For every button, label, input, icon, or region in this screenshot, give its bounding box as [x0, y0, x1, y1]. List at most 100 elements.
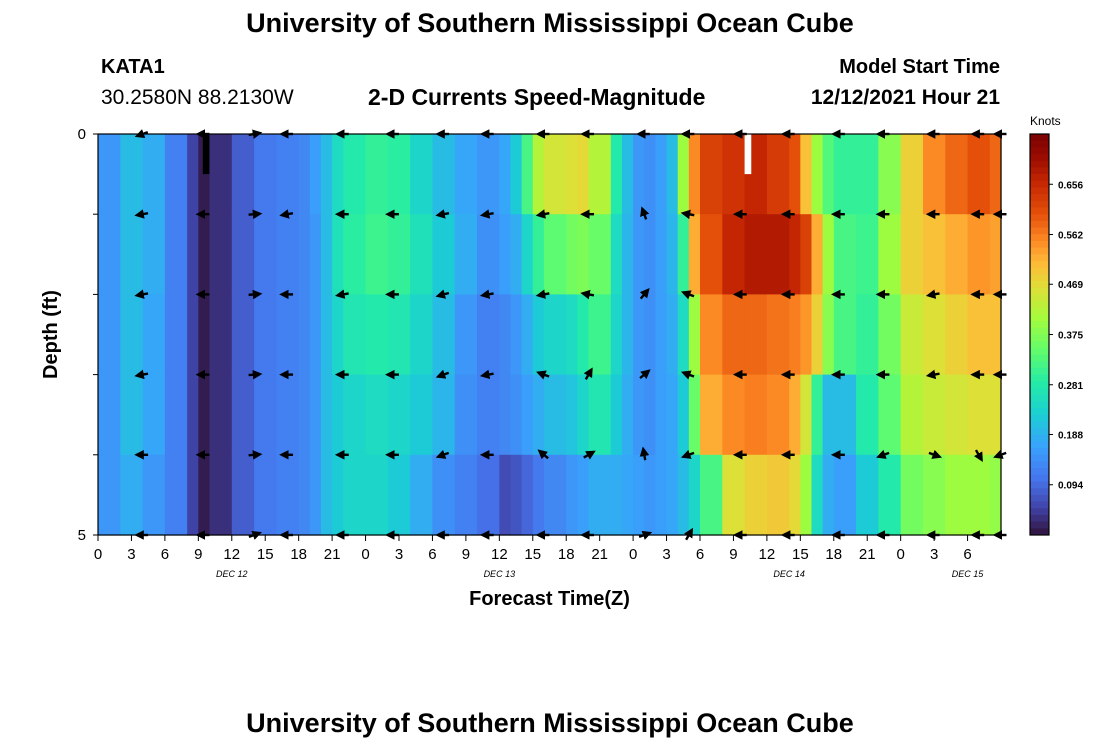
heatmap-cell [588, 294, 612, 376]
current-vector-arrow [680, 290, 695, 300]
heatmap-cell [833, 134, 857, 215]
heatmap-cell [566, 134, 578, 215]
heatmap-cell [454, 374, 478, 456]
heatmap-cell [722, 134, 746, 215]
heatmap-cell [387, 134, 411, 215]
colorbar-swatch [1030, 334, 1049, 342]
heatmap-cell [856, 454, 879, 536]
heatmap-cell [198, 374, 211, 456]
heatmap-cell [164, 454, 188, 536]
heatmap-cell [989, 214, 1002, 295]
heatmap-cell [187, 134, 199, 215]
heatmap-cell [766, 214, 790, 295]
heatmap-cell [800, 294, 813, 376]
heatmap-cell [521, 134, 534, 215]
heatmap-cell [387, 454, 411, 536]
x-tick-label: 21 [591, 546, 608, 563]
x-tick-label: 15 [524, 546, 541, 563]
heatmap-cell [621, 374, 634, 456]
heatmap-cell [410, 454, 434, 536]
heatmap-cell [856, 294, 879, 376]
colorbar-swatch [1030, 200, 1049, 209]
colorbar-label: Knots [1030, 114, 1061, 128]
heatmap-cell [900, 134, 924, 215]
heatmap-cell [543, 214, 567, 295]
heatmap-cell [309, 374, 322, 456]
station-name: KATA1 [101, 56, 165, 78]
heatmap-cell [543, 294, 567, 376]
heatmap-cell [543, 134, 567, 215]
colorbar-swatch [1030, 474, 1049, 483]
heatmap-cell [588, 134, 612, 215]
heatmap-cell [811, 454, 824, 536]
colorbar-swatch [1030, 448, 1049, 456]
heatmap-cell [677, 294, 690, 376]
missing-data-block [202, 134, 210, 175]
heatmap-cell [332, 454, 344, 536]
heatmap-cell [588, 454, 612, 536]
colorbar: 0.656 0.562 0.469 0.375 0.281 0.188 0.094 [1029, 133, 1083, 536]
colorbar-tick-label: 0.375 [1058, 331, 1083, 342]
heatmap-cell [410, 214, 434, 295]
current-vector-arrow [536, 370, 550, 380]
heatmap-cell [700, 214, 723, 295]
heatmap-cell [454, 134, 478, 215]
heatmap-cell [142, 454, 166, 536]
heatmap-cell [633, 294, 645, 376]
heatmap-cell [499, 374, 512, 456]
colorbar-swatch [1030, 227, 1049, 235]
heatmap-cell [922, 134, 946, 215]
heatmap-cell [387, 374, 411, 456]
heatmap-cell [231, 214, 255, 295]
heatmap-cell [644, 214, 657, 295]
x-tick-label: 9 [194, 546, 202, 563]
colorbar-swatch [1030, 387, 1049, 396]
heatmap-cell [621, 214, 634, 295]
current-speed-chart: 0 3 6 9 12 15 18 21 0 3 6 9 12 15 18 21 0 3 6 9 12 15 18 21 0 3 6 D… [40, 114, 1083, 610]
colorbar-swatch [1030, 307, 1049, 315]
colorbar-swatch [1030, 147, 1049, 155]
missing-data-marks [202, 134, 752, 175]
heatmap-cell [610, 214, 623, 295]
colorbar-swatch [1030, 434, 1049, 442]
current-vector-arrow [435, 369, 450, 379]
heatmap-cell [722, 454, 746, 536]
current-vector-arrow [973, 449, 983, 463]
x-tick-label: 0 [896, 546, 904, 563]
colorbar-tick-label: 0.562 [1058, 231, 1083, 242]
heatmap-cell [666, 454, 679, 536]
heatmap-cell [566, 374, 578, 456]
heatmap-cell [142, 134, 166, 215]
heatmap-cell [644, 294, 657, 376]
heatmap-cell [789, 374, 801, 456]
heatmap-cell [822, 214, 835, 295]
heatmap-cell [577, 134, 590, 215]
heatmap-cell [309, 454, 322, 536]
colorbar-swatch [1030, 140, 1049, 148]
heatmap-cell [789, 454, 801, 536]
heatmap-cell [454, 294, 478, 376]
heatmap-cell [922, 214, 946, 295]
heatmap-cell [856, 374, 879, 456]
heatmap-cell [187, 294, 199, 376]
heatmap-cell [276, 134, 300, 215]
x-axis: 0 3 6 9 12 15 18 21 0 3 6 9 12 15 18 21 0 3 6 9 12 15 18 21 0 3 6 D… [94, 535, 984, 579]
heatmap-cell [532, 134, 545, 215]
colorbar-swatch [1030, 301, 1049, 309]
colorbar-swatch [1030, 240, 1049, 249]
current-vector-arrow [435, 449, 450, 459]
heatmap-cell [343, 374, 367, 456]
heatmap-cell [677, 374, 690, 456]
heatmap-cell [532, 214, 545, 295]
colorbar-tick-label: 0.656 [1058, 180, 1083, 191]
heatmap-cell [276, 454, 300, 536]
station-coordinates: 30.2580N 88.2130W [101, 86, 294, 109]
heatmap-cell [231, 454, 255, 536]
heatmap-cell [276, 294, 300, 376]
current-vector-arrow [583, 450, 596, 460]
heatmap-cell [164, 374, 188, 456]
model-start-label: Model Start Time [839, 56, 1000, 78]
heatmap-cell [566, 214, 578, 295]
colorbar-swatch [1030, 468, 1049, 476]
heatmap-cell [566, 454, 578, 536]
